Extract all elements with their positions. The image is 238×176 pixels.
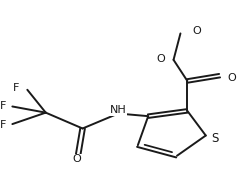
Text: S: S [211,132,219,145]
Text: O: O [157,54,165,64]
Text: F: F [0,102,7,111]
Text: O: O [228,73,236,83]
Text: NH: NH [110,105,127,115]
Text: O: O [192,26,201,36]
Text: F: F [13,83,19,93]
Text: F: F [0,120,7,130]
Text: O: O [72,154,81,164]
Text: O: O [192,26,201,36]
